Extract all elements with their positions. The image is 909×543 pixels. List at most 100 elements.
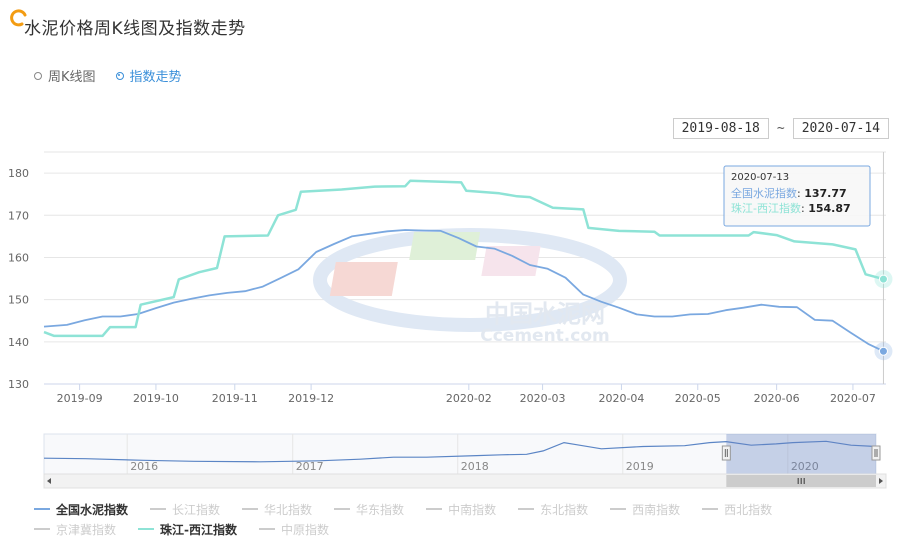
navigator-handle-right[interactable]	[871, 445, 881, 461]
x-tick-label: 2019-09	[57, 392, 103, 405]
legend-swatch	[702, 508, 719, 510]
legend-item[interactable]: 中原指数	[259, 522, 330, 537]
legend-label: 京津冀指数	[56, 522, 117, 537]
page-title: 水泥价格周K线图及指数走势	[24, 19, 246, 39]
legend: 全国水泥指数 长江指数 华北指数 华东指数 中南指数 东北指数 西南指数 西北指数京津冀指数 珠…	[34, 502, 894, 537]
tooltip-series-name: 珠江-西江指数	[731, 201, 801, 215]
radio-checked-icon	[115, 71, 124, 80]
x-tick-label: 2019-10	[133, 392, 179, 405]
y-tick-label: 170	[8, 209, 29, 222]
tooltip-date: 2020-07-13	[731, 172, 789, 183]
legend-item[interactable]: 全国水泥指数	[34, 502, 129, 517]
legend-label: 东北指数	[540, 502, 589, 517]
y-tick-label: 140	[8, 336, 29, 349]
legend-item[interactable]: 长江指数	[150, 502, 221, 517]
x-tick-label: 2020-07	[830, 392, 876, 405]
legend-label: 珠江-西江指数	[160, 522, 237, 537]
x-tick-label: 2020-06	[754, 392, 800, 405]
x-tick-label: 2020-05	[675, 392, 721, 405]
legend-swatch	[34, 508, 50, 510]
tooltip-colon: :	[801, 202, 808, 215]
legend-item[interactable]: 京津冀指数	[34, 522, 117, 537]
legend-label: 中原指数	[281, 522, 330, 537]
x-tick-label: 2020-04	[598, 392, 644, 405]
legend-item[interactable]: 东北指数	[518, 502, 589, 517]
mode-index-trend[interactable]: 指数走势	[115, 66, 182, 85]
navigator-tick-label: 2017	[296, 460, 324, 473]
range-start-input[interactable]: 2019-08-18	[672, 118, 769, 139]
watermark-text-en: Ccement.com	[480, 326, 609, 346]
mode-label: 周K线图	[48, 70, 96, 85]
watermark-block-pink	[481, 246, 541, 276]
legend-swatch	[426, 508, 443, 510]
range-separator: ~	[776, 121, 785, 136]
x-tick-label: 2019-11	[212, 392, 258, 405]
tooltip-colon: :	[797, 187, 804, 200]
legend-item[interactable]: 西北指数	[702, 502, 773, 517]
watermark-text-cn: 中国水泥网	[485, 300, 605, 328]
navigator-tick-label: 2019	[626, 460, 654, 473]
navigator-series-line	[43, 440, 877, 463]
legend-label: 西南指数	[632, 502, 681, 517]
range-end-input[interactable]: 2020-07-14	[792, 118, 889, 139]
crosshair	[874, 152, 893, 384]
legend-swatch	[242, 508, 259, 510]
view-mode-selector: 周K线图 指数走势	[34, 66, 182, 85]
watermark-block-red	[329, 262, 398, 296]
y-tick-label: 130	[8, 378, 29, 391]
tooltip-value: 154.87	[808, 202, 850, 215]
legend-item[interactable]: 西南指数	[610, 502, 681, 517]
watermark-block-green	[409, 232, 481, 260]
handle-box	[721, 445, 731, 461]
mode-label: 指数走势	[129, 70, 182, 85]
series-zhujiang-line	[43, 179, 884, 338]
scroll-left-icon[interactable]	[47, 478, 51, 484]
legend-label: 华东指数	[356, 502, 405, 517]
tooltip-row: 珠江-西江指数: 154.87	[731, 201, 851, 215]
legend-label: 长江指数	[172, 502, 221, 517]
y-axis: 130 140 150 160 170 180	[8, 167, 29, 391]
legend-item[interactable]: 中南指数	[426, 502, 497, 517]
y-tick-label: 160	[8, 251, 29, 264]
handle-box	[871, 445, 881, 461]
radio-icon	[34, 71, 42, 80]
legend-swatch	[259, 528, 275, 530]
legend-label: 中南指数	[448, 502, 497, 517]
legend-swatch	[518, 508, 535, 510]
scrollbar-track	[43, 473, 887, 489]
point-marker-zhujiang	[878, 274, 888, 284]
series-layer	[43, 179, 884, 353]
scroll-right-icon[interactable]	[879, 478, 883, 484]
legend-item[interactable]: 华北指数	[242, 502, 313, 517]
legend-label: 全国水泥指数	[56, 502, 129, 517]
tooltip-series-name: 全国水泥指数	[731, 186, 797, 200]
legend-swatch	[334, 508, 351, 510]
legend-item[interactable]: 珠江-西江指数	[138, 522, 237, 537]
tooltip-value: 137.77	[804, 187, 846, 200]
date-range: 2019-08-18 ~ 2020-07-14	[672, 118, 889, 139]
legend-swatch	[138, 528, 155, 530]
navigator[interactable]: 2016 2017 2018 2019 2020	[43, 433, 887, 489]
legend-swatch	[150, 508, 167, 510]
navigator-handle-left[interactable]	[721, 445, 731, 461]
legend-label: 西北指数	[724, 502, 773, 517]
navigator-tick-label: 2016	[130, 460, 158, 473]
legend-label: 华北指数	[264, 502, 313, 517]
navigator-tick-label: 2020	[791, 460, 819, 473]
mode-weekly-kline[interactable]: 周K线图	[34, 66, 96, 85]
tooltip-box	[723, 165, 871, 227]
y-tick-label: 150	[8, 294, 29, 307]
legend-swatch	[34, 528, 50, 530]
logo-icon	[10, 9, 27, 27]
series-national-line	[43, 229, 884, 353]
point-marker-national	[878, 346, 888, 356]
navigator-selection	[726, 434, 876, 474]
tooltip-row: 全国水泥指数: 137.77	[731, 186, 847, 200]
navigator-background	[43, 433, 877, 475]
legend-item[interactable]: 华东指数	[334, 502, 405, 517]
navigator-tick-label: 2018	[461, 460, 489, 473]
x-axis: 2019-09 2019-10 2019-11 2019-12 2020-02 2020-…	[57, 384, 876, 405]
